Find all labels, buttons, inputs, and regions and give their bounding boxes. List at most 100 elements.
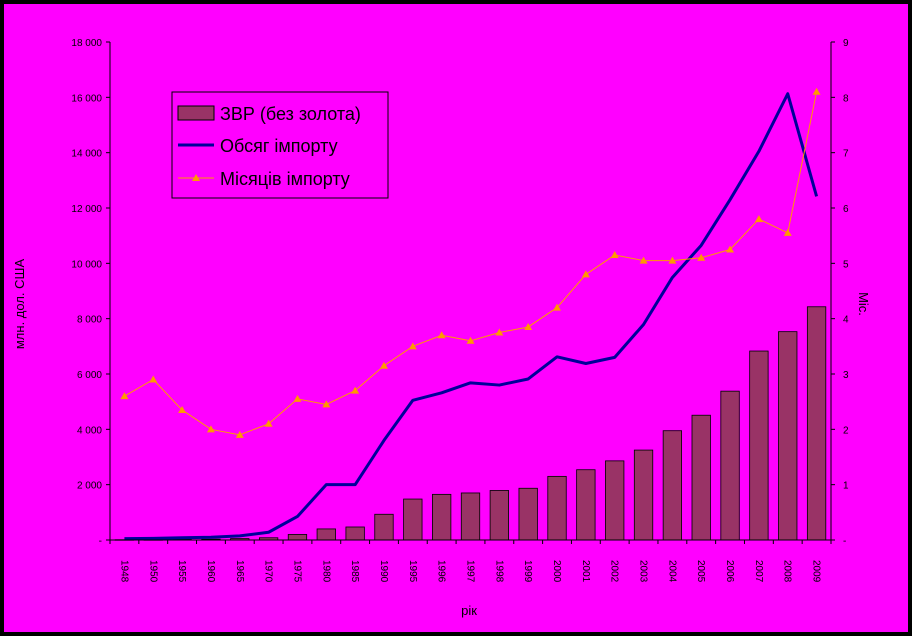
bar — [518, 487, 538, 541]
bar — [633, 449, 654, 541]
bar — [316, 528, 336, 541]
x-tick-label: 1965 — [234, 560, 245, 583]
bar — [460, 492, 481, 541]
legend-label-months: Місяців імпорту — [220, 169, 350, 189]
months-point — [754, 215, 763, 223]
x-tick-label: 2005 — [695, 560, 706, 583]
x-tick-label: 2006 — [724, 560, 735, 583]
x-tick-label: 1955 — [176, 560, 187, 583]
x-tick-label: 2004 — [666, 560, 677, 583]
months-point — [553, 303, 562, 311]
months-point — [581, 270, 590, 278]
x-tick-label: 1960 — [205, 560, 216, 583]
y-tick-label: 14 000 — [71, 149, 102, 160]
bar — [605, 460, 625, 541]
x-tick-label: 1990 — [378, 560, 389, 583]
bar — [691, 414, 711, 541]
x-tick-label: 1995 — [407, 560, 418, 583]
bar — [287, 534, 308, 541]
months-point — [120, 392, 129, 400]
bar — [720, 390, 740, 541]
months-point — [783, 228, 792, 236]
y-tick-label: 10 000 — [71, 259, 102, 270]
x-tick-label: 2008 — [782, 560, 793, 583]
y-tick-label: 6 000 — [77, 370, 102, 381]
y2-tick-label: 9 — [843, 38, 849, 49]
months-point — [322, 400, 331, 408]
x-axis-title: рік — [461, 603, 477, 618]
months-point — [812, 87, 821, 95]
bar — [374, 513, 394, 541]
months-point — [668, 256, 677, 264]
x-tick-label: 1999 — [522, 560, 533, 583]
months-point — [206, 425, 215, 433]
months-point — [610, 251, 619, 259]
legend-label-bars: ЗВР (без золота) — [220, 104, 361, 124]
y-tick-label: 16 000 — [71, 93, 102, 104]
x-tick-label: 2000 — [551, 560, 562, 583]
x-tick-label: 1985 — [349, 560, 360, 583]
bar — [403, 498, 423, 541]
bar — [778, 331, 798, 541]
x-tick-label: 1997 — [465, 560, 476, 583]
bar — [432, 493, 452, 541]
months-point — [408, 342, 417, 350]
months-point — [235, 430, 244, 438]
imports-line — [124, 92, 819, 541]
x-tick-label: 1996 — [436, 560, 447, 583]
y-tick-label: 12 000 — [71, 204, 102, 215]
months-point — [437, 331, 446, 339]
x-tick-label: 1980 — [320, 560, 331, 583]
y-tick-label: 4 000 — [77, 425, 102, 436]
y2-tick-label: - — [843, 536, 846, 547]
legend-label-imports: Обсяг імпорту — [220, 136, 338, 156]
chart-frame: - 2 000 4 000 6 000 8 000 10 000 12 000 14 000 1… — [4, 4, 908, 632]
bar — [345, 526, 365, 541]
legend: ЗВР (без золота) Обсяг імпорту Місяців і… — [171, 91, 389, 199]
y-axis-title: млн. дол. США — [12, 259, 27, 350]
combo-chart: - 2 000 4 000 6 000 8 000 10 000 12 000 14 000 1… — [12, 38, 871, 618]
y2-axis-title: Міс. — [856, 292, 871, 316]
months-point — [178, 405, 187, 413]
x-tick-label: 2009 — [811, 560, 822, 583]
bar — [806, 306, 827, 541]
y-tick-label: 8 000 — [77, 315, 102, 326]
x-tick-label: 2002 — [609, 560, 620, 583]
y2-tick-label: 4 — [843, 315, 849, 326]
months-point — [697, 253, 706, 261]
x-tick-label: 2001 — [580, 560, 591, 583]
x-tick-label: 1970 — [263, 560, 274, 583]
months-point — [639, 256, 648, 264]
y2-tick-label: 2 — [843, 425, 849, 436]
y-tick-label: 2 000 — [77, 481, 102, 492]
bar — [547, 475, 567, 541]
x-tick-label: 1948 — [118, 560, 129, 583]
legend-marker-months — [192, 174, 200, 181]
y2-tick-label: 7 — [843, 149, 849, 160]
legend-swatch-bars — [177, 105, 215, 121]
months-point — [264, 419, 273, 427]
months-point — [726, 245, 735, 253]
bar — [662, 430, 683, 541]
y2-tick-label: 6 — [843, 204, 849, 215]
y-tick-label: - — [99, 536, 102, 547]
x-tick-label: 1950 — [147, 560, 158, 583]
x-tick-label: 1975 — [291, 560, 302, 583]
months-point — [495, 328, 504, 336]
bar — [489, 490, 509, 541]
y2-tick-label: 3 — [843, 370, 849, 381]
months-point — [379, 361, 388, 369]
x-tick-label: 1998 — [493, 560, 504, 583]
x-tick-label: 2007 — [753, 560, 764, 583]
y2-tick-label: 5 — [843, 259, 849, 270]
months-point — [351, 386, 360, 394]
bar — [749, 350, 769, 541]
y2-tick-label: 8 — [843, 93, 849, 104]
y-tick-label: 18 000 — [71, 38, 102, 49]
y2-tick-label: 1 — [843, 481, 849, 492]
x-tick-label: 2003 — [638, 560, 649, 583]
bar — [576, 469, 596, 541]
months-point — [524, 322, 533, 330]
months-point — [466, 336, 475, 344]
months-point — [149, 375, 158, 383]
